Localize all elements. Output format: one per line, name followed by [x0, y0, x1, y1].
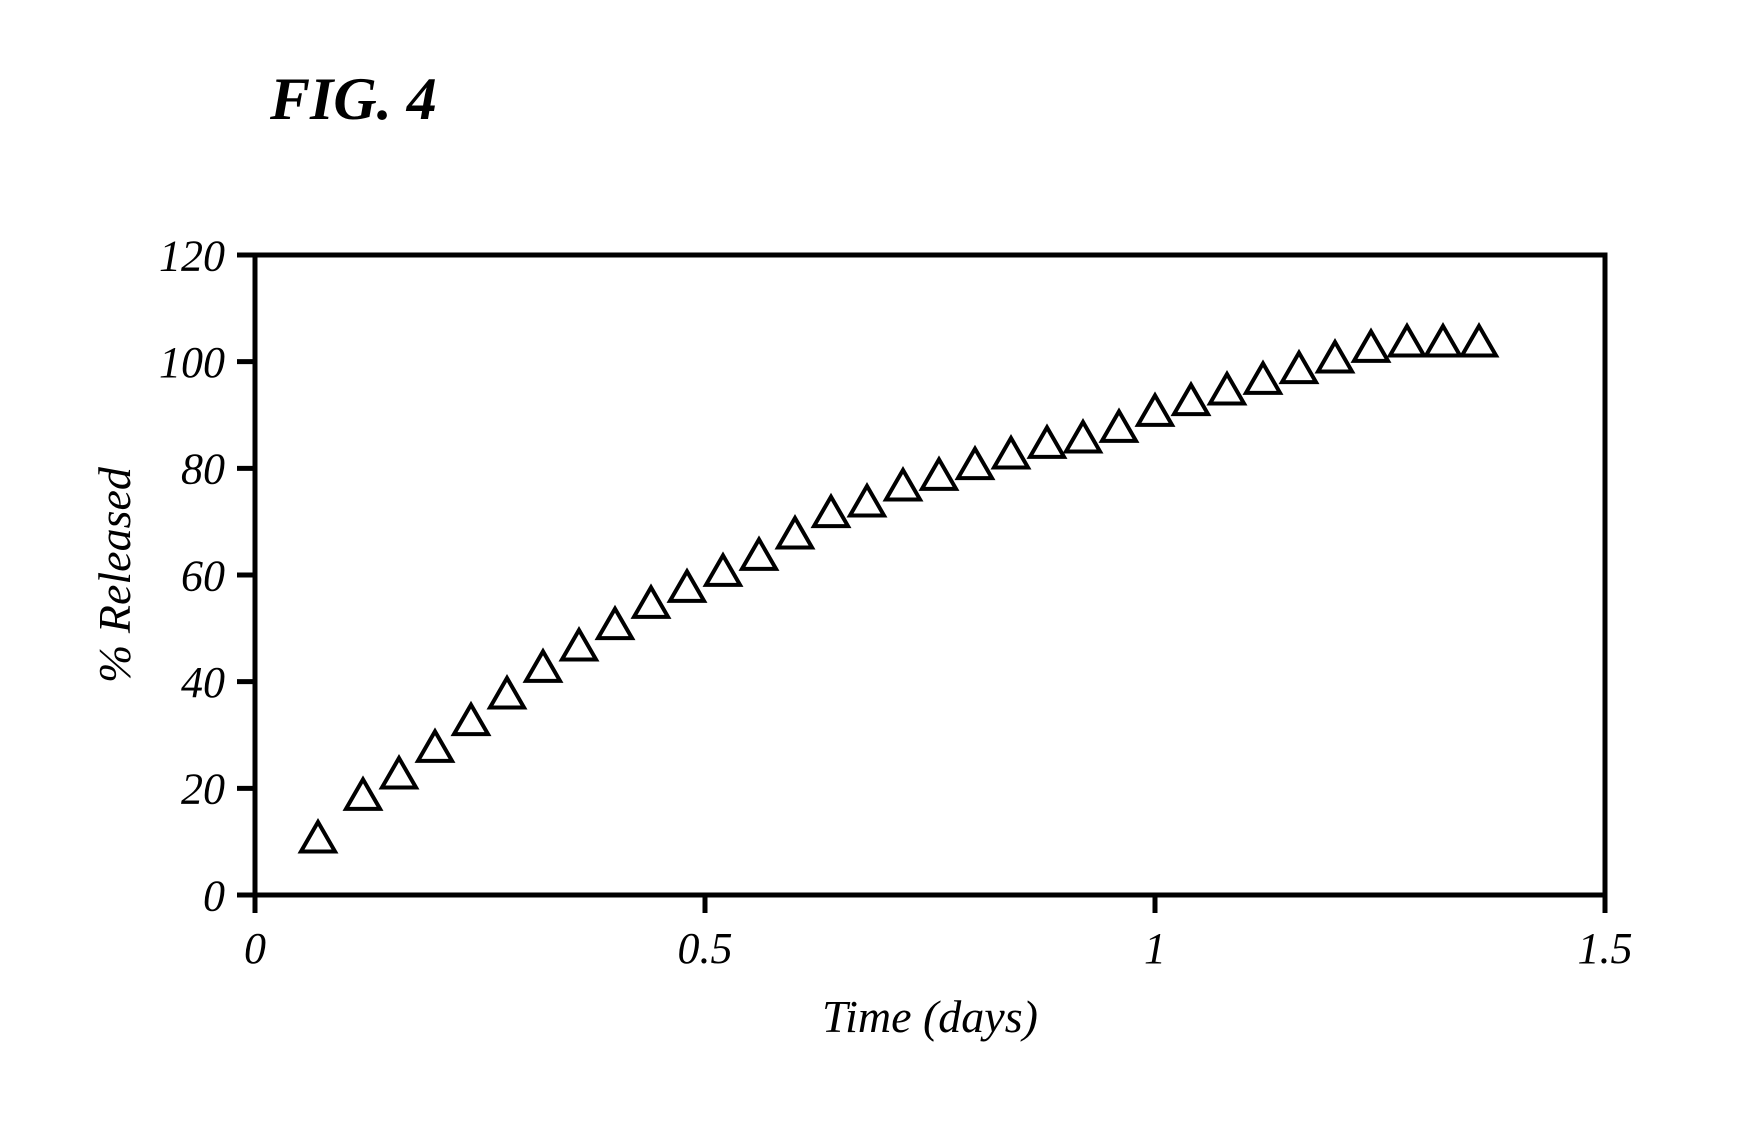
- data-point: [1318, 342, 1352, 371]
- data-point: [778, 518, 812, 547]
- data-point: [634, 587, 668, 616]
- data-point: [1390, 326, 1424, 355]
- data-point: [1102, 411, 1136, 440]
- data-point: [301, 822, 335, 851]
- data-point: [418, 731, 452, 760]
- y-tick-label: 0: [203, 871, 225, 920]
- y-tick-label: 100: [159, 338, 225, 387]
- data-point: [382, 758, 416, 787]
- y-tick-label: 80: [181, 445, 225, 494]
- release-chart: 0 0.5 1 1.5 0 20 40 60 80 100 120 Time (days) % Rele…: [0, 0, 1745, 1123]
- data-point: [454, 705, 488, 734]
- data-point: [670, 571, 704, 600]
- x-tick-label: 0.5: [678, 924, 733, 973]
- data-point: [1174, 385, 1208, 414]
- x-tick-label: 1.5: [1578, 924, 1633, 973]
- data-point: [1354, 331, 1388, 360]
- data-point: [850, 486, 884, 515]
- x-tick-label: 0: [244, 924, 266, 973]
- data-point: [994, 438, 1028, 467]
- y-tick-label: 20: [181, 765, 225, 814]
- data-point: [1210, 374, 1244, 403]
- data-point: [562, 630, 596, 659]
- y-tick-label: 120: [159, 231, 225, 280]
- data-point: [1138, 395, 1172, 424]
- data-point: [598, 609, 632, 638]
- x-axis-label: Time (days): [822, 991, 1038, 1042]
- data-point: [742, 539, 776, 568]
- data-point: [1030, 427, 1064, 456]
- y-axis-label: % Released: [89, 466, 140, 683]
- data-point: [1462, 326, 1496, 355]
- data-point: [1282, 353, 1316, 382]
- y-tick-label: 40: [181, 658, 225, 707]
- y-tick-label: 60: [181, 551, 225, 600]
- x-tick-label: 1: [1144, 924, 1166, 973]
- data-point: [958, 449, 992, 478]
- data-point: [706, 555, 740, 584]
- data-point: [922, 459, 956, 488]
- data-point: [814, 497, 848, 526]
- data-point: [346, 779, 380, 808]
- data-point: [1246, 363, 1280, 392]
- data-point: [1426, 326, 1460, 355]
- data-point: [490, 678, 524, 707]
- figure-container: FIG. 4 00.511.5020406080100120Time (days…: [0, 0, 1745, 1123]
- data-point: [526, 651, 560, 680]
- data-point: [886, 470, 920, 499]
- data-point: [1066, 422, 1100, 451]
